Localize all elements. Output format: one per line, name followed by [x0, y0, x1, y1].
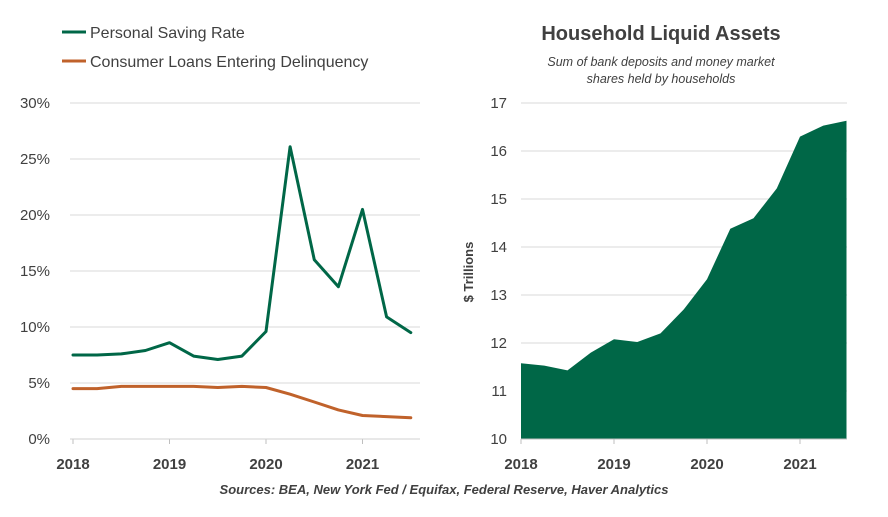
- right-y-tick-label: 13: [490, 287, 507, 304]
- chart-subtitle-line-2: shares held by households: [587, 72, 736, 86]
- left-x-tick-label: 2020: [249, 456, 282, 473]
- y-axis-label: $ Trillions: [461, 242, 476, 303]
- left-x-tick-label: 2019: [153, 456, 186, 473]
- left-y-tick-label: 30%: [20, 95, 50, 112]
- chart-subtitle-line-1: Sum of bank deposits and money market: [547, 55, 775, 69]
- left-y-tick-label: 5%: [28, 375, 50, 392]
- left-y-tick-label: 20%: [20, 207, 50, 224]
- left-x-tick-label: 2021: [346, 456, 379, 473]
- right-y-tick-label: 10: [490, 431, 507, 448]
- right-y-ticks: 10 11 12 13 14 15 16 17: [490, 95, 507, 448]
- delinquency-line: [71, 384, 413, 420]
- left-y-tick-label: 10%: [20, 319, 50, 336]
- right-y-tick-label: 14: [490, 239, 507, 256]
- left-y-ticks: 0% 5% 10% 15% 20% 25% 30%: [20, 95, 50, 448]
- source-note: Sources: BEA, New York Fed / Equifax, Fe…: [220, 482, 669, 497]
- right-y-tick-label: 11: [491, 383, 507, 400]
- liquid-assets-chart: Household Liquid Assets Sum of bank depo…: [461, 23, 847, 473]
- left-x-tick-label: 2018: [56, 456, 89, 473]
- liquid-assets-area: [521, 120, 847, 440]
- right-area-series: [521, 120, 847, 440]
- saving-delinquency-chart: Personal Saving Rate Consumer Loans Ente…: [20, 25, 420, 473]
- left-y-tick-label: 25%: [20, 151, 50, 168]
- legend-label-saving-rate: Personal Saving Rate: [90, 25, 245, 42]
- right-y-tick-label: 12: [490, 335, 507, 352]
- right-x-tick-label: 2018: [504, 456, 537, 473]
- left-y-tick-label: 0%: [28, 431, 50, 448]
- saving-rate-line: [71, 145, 413, 361]
- left-series-lines: [71, 145, 413, 420]
- left-gridlines: [70, 102, 420, 384]
- right-x-ticks: 2018 2019 2020 2021: [504, 438, 847, 473]
- right-x-tick-label: 2021: [783, 456, 816, 473]
- right-y-tick-label: 15: [490, 191, 507, 208]
- left-y-tick-label: 15%: [20, 263, 50, 280]
- right-x-tick-label: 2020: [690, 456, 723, 473]
- right-x-tick-label: 2019: [597, 456, 630, 473]
- right-y-tick-label: 16: [490, 143, 507, 160]
- right-y-tick-label: 17: [490, 95, 507, 112]
- chart-title: Household Liquid Assets: [541, 23, 780, 45]
- left-x-ticks: 2018 2019 2020 2021: [56, 439, 379, 473]
- legend-label-delinquency: Consumer Loans Entering Delinquency: [90, 54, 368, 71]
